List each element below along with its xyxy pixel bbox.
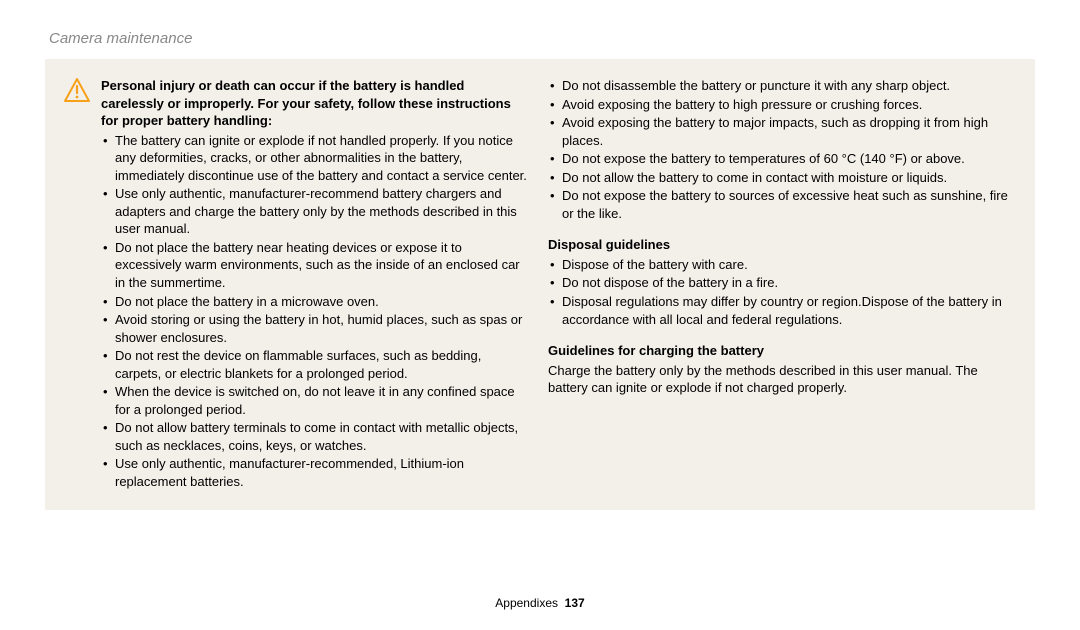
disposal-bullets: Dispose of the battery with care.Do not …: [548, 256, 1015, 328]
left-column: Personal injury or death can occur if th…: [63, 77, 530, 492]
list-item: Avoid exposing the battery to major impa…: [548, 114, 1015, 149]
list-item: Do not dispose of the battery in a fire.: [548, 274, 1015, 292]
list-item: Do not allow battery terminals to come i…: [101, 419, 530, 454]
right-column: Do not disassemble the battery or punctu…: [548, 77, 1015, 492]
list-item: Do not allow the battery to come in cont…: [548, 169, 1015, 187]
list-item: Do not place the battery near heating de…: [101, 239, 530, 292]
warning-icon: [63, 77, 101, 108]
list-item: Use only authentic, manufacturer-recomme…: [101, 455, 530, 490]
page: Camera maintenance Personal injury or de…: [0, 0, 1080, 630]
list-item: Do not disassemble the battery or punctu…: [548, 77, 1015, 95]
right-top-bullets: Do not disassemble the battery or punctu…: [548, 77, 1015, 222]
section-header: Camera maintenance: [45, 30, 1035, 47]
charging-heading: Guidelines for charging the battery: [548, 342, 1015, 360]
list-item: Dispose of the battery with care.: [548, 256, 1015, 274]
list-item: Avoid storing or using the battery in ho…: [101, 311, 530, 346]
left-content: Personal injury or death can occur if th…: [101, 77, 530, 492]
left-bullets: The battery can ignite or explode if not…: [101, 132, 530, 491]
list-item: The battery can ignite or explode if not…: [101, 132, 530, 185]
list-item: When the device is switched on, do not l…: [101, 383, 530, 418]
warning-box: Personal injury or death can occur if th…: [45, 59, 1035, 510]
list-item: Avoid exposing the battery to high press…: [548, 96, 1015, 114]
list-item: Use only authentic, manufacturer-recomme…: [101, 185, 530, 238]
footer-page-number: 137: [565, 596, 585, 610]
disposal-heading: Disposal guidelines: [548, 236, 1015, 254]
lead-warning-text: Personal injury or death can occur if th…: [101, 77, 530, 130]
list-item: Do not place the battery in a microwave …: [101, 293, 530, 311]
charging-text: Charge the battery only by the methods d…: [548, 362, 1015, 397]
page-footer: Appendixes 137: [0, 596, 1080, 610]
list-item: Do not expose the battery to sources of …: [548, 187, 1015, 222]
list-item: Disposal regulations may differ by count…: [548, 293, 1015, 328]
list-item: Do not expose the battery to temperature…: [548, 150, 1015, 168]
footer-label: Appendixes: [495, 596, 558, 610]
list-item: Do not rest the device on flammable surf…: [101, 347, 530, 382]
